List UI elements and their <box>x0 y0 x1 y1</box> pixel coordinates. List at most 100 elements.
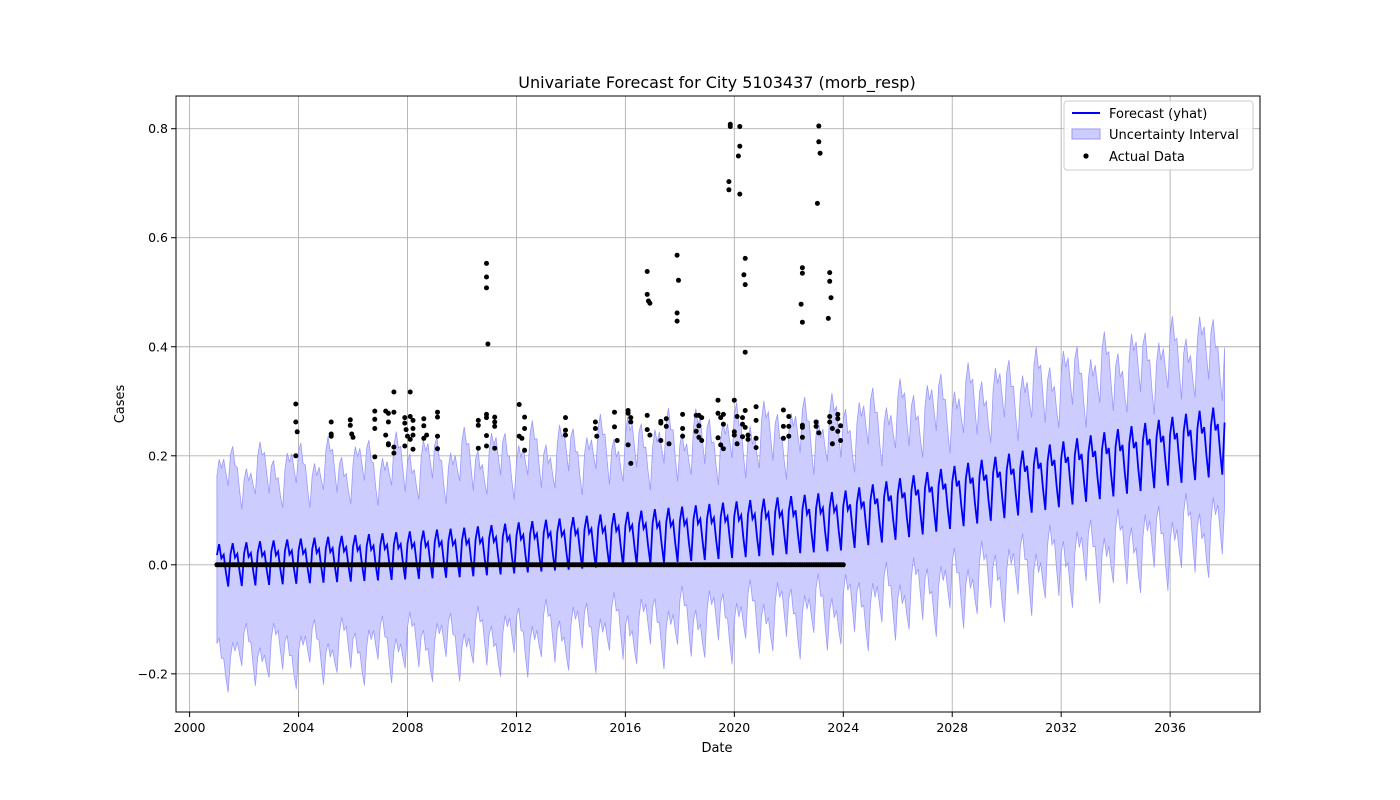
actual-point <box>644 412 650 418</box>
actual-point <box>827 419 833 425</box>
x-tick-label: 2024 <box>827 720 859 735</box>
actual-point <box>391 389 397 395</box>
actual-point <box>799 270 805 276</box>
actual-point <box>484 415 489 421</box>
actual-point <box>385 410 391 416</box>
actual-point <box>780 435 786 441</box>
actual-point <box>693 428 699 434</box>
actual-point <box>293 401 299 407</box>
actual-point <box>753 417 759 423</box>
actual-point <box>742 255 748 261</box>
x-tick-label: 2004 <box>283 720 315 735</box>
actual-point <box>421 416 427 422</box>
actual-point <box>625 410 631 416</box>
actual-point <box>391 444 397 450</box>
actual-point <box>745 436 751 442</box>
actual-point <box>383 432 389 438</box>
actual-point <box>293 419 299 425</box>
actual-point <box>742 424 748 430</box>
actual-point <box>628 419 634 425</box>
actual-point <box>780 423 786 429</box>
axis-ticks: 2000 2004 2008 2012 2016 2020 2024 2028 2032 2036… <box>138 121 1186 735</box>
actual-point <box>391 409 397 415</box>
actual-point <box>647 300 653 306</box>
plot-frame <box>175 95 1261 713</box>
actual-point <box>734 441 740 447</box>
actual-point <box>592 426 598 431</box>
actual-point <box>475 422 481 428</box>
actual-point <box>699 415 705 421</box>
actual-point <box>435 409 440 415</box>
actual-point <box>492 423 498 429</box>
y-tick-label: −0.2 <box>138 666 168 681</box>
x-tick-label: 2032 <box>1045 720 1077 735</box>
actual-point <box>813 419 819 425</box>
actual-point <box>786 423 792 429</box>
actual-point <box>674 252 680 258</box>
actual-point <box>421 435 427 441</box>
actual-point <box>647 432 653 438</box>
actual-point <box>563 427 568 433</box>
actual-point <box>522 426 528 431</box>
actual-point <box>827 270 833 276</box>
actual-point <box>475 445 481 451</box>
actual-point <box>680 426 686 431</box>
actual-point <box>680 411 686 417</box>
actual-point <box>293 453 299 459</box>
actual-point <box>827 414 833 419</box>
actual-point <box>402 415 408 421</box>
actual-point <box>715 397 721 403</box>
actual-point <box>372 426 378 431</box>
actual-point <box>407 414 413 419</box>
actual-point <box>644 269 650 274</box>
actual-point <box>522 447 528 453</box>
actual-point <box>680 433 686 439</box>
actual-point <box>742 349 748 355</box>
actual-point <box>780 407 786 413</box>
actual-point <box>485 341 491 347</box>
legend-forecast-label: Forecast (yhat) <box>1109 107 1207 122</box>
actual-point <box>799 319 805 325</box>
actual-point <box>816 123 822 129</box>
y-tick-label: 0.4 <box>148 339 168 354</box>
actual-point <box>840 562 846 568</box>
actual-point <box>817 150 823 156</box>
actual-point <box>612 424 617 430</box>
y-tick-label: 0.2 <box>148 448 168 463</box>
x-tick-label: 2000 <box>174 720 206 735</box>
actual-point <box>484 433 489 439</box>
x-tick-label: 2028 <box>936 720 968 735</box>
actual-point <box>644 427 650 433</box>
actual-point <box>814 200 820 206</box>
actual-point <box>799 434 805 440</box>
actual-point <box>696 423 702 429</box>
actual-point <box>799 265 805 271</box>
actual-point <box>799 424 805 430</box>
actual-point <box>740 434 745 440</box>
actual-point <box>614 438 620 443</box>
actual-point <box>475 417 481 423</box>
actual-point <box>699 438 705 443</box>
actual-point <box>835 411 841 417</box>
actual-point <box>492 445 498 451</box>
actual-point <box>328 433 334 439</box>
actual-point <box>484 260 489 266</box>
actual-point <box>372 454 378 460</box>
plot-series <box>214 121 1226 693</box>
actual-point <box>435 446 440 452</box>
actual-point <box>563 432 568 438</box>
actual-point <box>522 414 528 420</box>
actual-point <box>674 318 680 324</box>
actual-point <box>658 438 664 443</box>
actual-point <box>838 438 844 443</box>
actual-point <box>350 434 356 440</box>
actual-point <box>745 432 751 438</box>
actual-point <box>731 397 737 403</box>
actual-point <box>407 436 413 442</box>
actual-point <box>294 429 300 435</box>
actual-point <box>726 187 732 193</box>
actual-point <box>492 419 498 425</box>
actual-point <box>742 408 748 413</box>
actual-point <box>347 422 353 428</box>
actual-point <box>492 414 498 420</box>
